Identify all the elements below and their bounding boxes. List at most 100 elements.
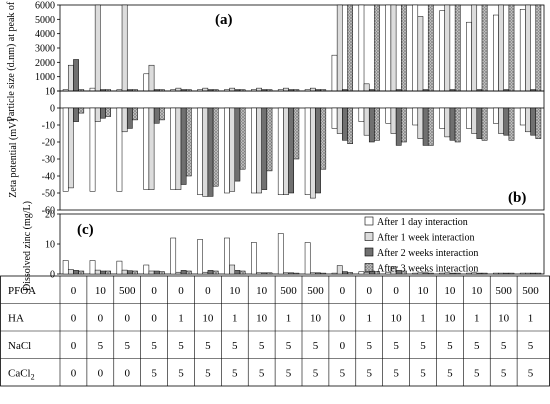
bar-week1: [444, 107, 451, 138]
bar-week1: [283, 107, 289, 195]
table-cell: 5: [286, 340, 292, 352]
panel-0-ytick-label: 6000: [35, 1, 55, 12]
bar-week2: [100, 107, 106, 119]
panel-0-ytick-label: 2000: [35, 58, 55, 69]
legend-swatch-day1: [364, 216, 374, 226]
bar-week3: [185, 270, 192, 275]
table-cell: 500: [280, 285, 297, 297]
bar-week1: [202, 107, 209, 197]
bar-week2: [234, 270, 241, 275]
panel-c-dissolved-zinc: (c) Dissolved zinc (mg/L) 0 10 20 After 1 …: [22, 201, 545, 291]
bar-week3: [132, 270, 138, 275]
bar-week1: [175, 271, 182, 275]
panel-b-frame: [59, 90, 545, 211]
table-cell: 0: [98, 312, 104, 324]
bar-week2: [315, 272, 321, 275]
bar-day1: [439, 107, 445, 129]
bar-week2: [449, 107, 456, 141]
bar-week3: [481, 272, 488, 275]
panel-1-ytick-label: -50: [42, 189, 55, 200]
bar-week2: [288, 272, 295, 275]
panel-2-ytick-label: 20: [45, 210, 55, 221]
table-cell: 10: [498, 312, 510, 324]
bar-day1: [331, 272, 338, 275]
bar-week1: [525, 4, 531, 92]
bar-week3: [535, 272, 542, 275]
bar-week1: [94, 269, 101, 275]
bar-day1: [412, 4, 419, 92]
table-cell: 10: [256, 312, 268, 324]
bar-week2: [73, 107, 79, 122]
table-cell: 5: [528, 340, 534, 352]
bar-day1: [331, 107, 338, 129]
bar-week3: [481, 107, 488, 141]
panel-1-ytick-label: 0: [50, 104, 55, 115]
bar-day1: [89, 87, 96, 92]
bar-week2: [261, 272, 268, 275]
bar-week2: [73, 270, 79, 275]
bar-day1: [304, 107, 311, 195]
table-cell: 1: [474, 312, 480, 324]
table-cell: 5: [474, 367, 480, 379]
bar-week2: [530, 107, 537, 136]
bar-week1: [229, 107, 236, 192]
bar-week3: [401, 4, 407, 92]
legend: After 1 day interaction After 1 week inte…: [364, 216, 478, 275]
bar-week3: [427, 107, 434, 146]
table-cell: 5: [447, 340, 453, 352]
table-cell: 5: [232, 367, 238, 379]
panel-1-ytick-label: 10: [45, 87, 55, 98]
bar-week1: [94, 107, 101, 122]
bar-day1: [358, 271, 365, 275]
bar-week1: [229, 87, 236, 92]
bar-week1: [498, 272, 504, 275]
bar-day1: [439, 10, 445, 92]
bar-week1: [256, 272, 262, 275]
bar-week3: [185, 107, 192, 177]
panel-0-ytick-label: 3000: [35, 44, 55, 55]
bar-day1: [143, 107, 150, 190]
bar-week3: [239, 107, 246, 170]
bar-day1: [304, 242, 311, 275]
table-cell: 5: [151, 340, 157, 352]
bar-week1: [336, 107, 343, 134]
table-cell: 500: [307, 285, 324, 297]
panel-c-y-axis-label: Dissolved zinc (mg/L): [22, 201, 33, 291]
bar-week1: [256, 87, 262, 92]
bar-week1: [256, 107, 262, 194]
bar-day1: [358, 4, 365, 92]
bar-week3: [374, 4, 380, 92]
bar-week3: [347, 272, 353, 275]
table-cell: 5: [366, 367, 372, 379]
bar-week2: [503, 107, 510, 136]
table-cell: 500: [119, 285, 136, 297]
bar-week1: [121, 4, 128, 92]
bar-week2: [530, 272, 537, 275]
panel-a-particle-size: (a) Particle size (d.nm) at peak of PSDC…: [6, 0, 545, 122]
table-cell: 5: [501, 367, 507, 379]
table-cell: 5: [98, 340, 104, 352]
bar-week1: [417, 16, 424, 92]
bar-week3: [427, 4, 434, 92]
table-row-label: HA: [8, 312, 24, 324]
table-cell: 0: [98, 367, 104, 379]
bar-week2: [73, 59, 79, 92]
bar-day1: [466, 21, 472, 92]
bar-week1: [498, 4, 504, 92]
table-row-label: CaCl2: [8, 367, 35, 381]
bar-week1: [67, 107, 74, 189]
bar-week1: [121, 107, 128, 133]
table-cell: 5: [393, 367, 399, 379]
bar-week2: [180, 270, 187, 275]
legend-swatch-week3: [364, 263, 374, 272]
table-cell: 10: [391, 312, 403, 324]
bar-week2: [315, 107, 321, 194]
bar-day1: [466, 107, 472, 129]
bar-week3: [78, 270, 85, 275]
table-cell: 500: [522, 285, 539, 297]
panel-0-ytick-label: 4000: [35, 29, 55, 40]
legend-swatch-week1: [364, 232, 374, 241]
bar-week2: [342, 271, 348, 275]
panel-a-label: (a): [215, 12, 233, 28]
table-cell: 5: [205, 367, 211, 379]
